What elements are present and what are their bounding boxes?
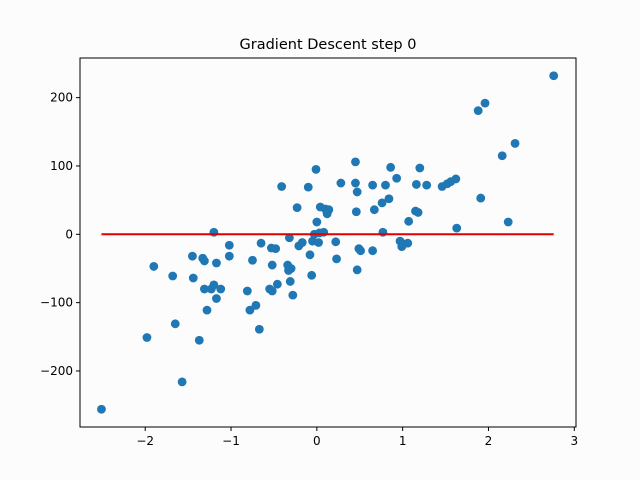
data-point bbox=[170, 319, 180, 329]
data-point bbox=[378, 227, 388, 237]
data-point bbox=[212, 294, 221, 303]
y-tick-label: −100 bbox=[40, 296, 73, 310]
data-point bbox=[271, 244, 281, 254]
data-point bbox=[168, 271, 178, 281]
data-point bbox=[411, 180, 421, 189]
y-tick-label: 0 bbox=[65, 227, 73, 241]
data-point bbox=[386, 162, 396, 172]
data-point bbox=[503, 217, 513, 227]
data-point bbox=[352, 265, 362, 275]
data-point bbox=[254, 324, 264, 334]
data-point bbox=[277, 182, 287, 191]
data-point bbox=[368, 180, 378, 190]
data-point bbox=[311, 164, 321, 174]
x-tick-label: 0 bbox=[313, 434, 321, 448]
data-point bbox=[297, 238, 307, 247]
data-point bbox=[305, 250, 315, 260]
data-point bbox=[452, 223, 462, 233]
data-point bbox=[251, 300, 261, 310]
data-point bbox=[188, 273, 198, 283]
data-point bbox=[368, 246, 378, 256]
data-point bbox=[352, 187, 362, 197]
data-point bbox=[142, 333, 152, 342]
data-point bbox=[497, 151, 507, 161]
data-point bbox=[403, 238, 413, 248]
data-point bbox=[392, 173, 402, 183]
data-point bbox=[267, 260, 277, 270]
data-point bbox=[284, 233, 294, 243]
data-point bbox=[480, 98, 490, 108]
data-point bbox=[200, 284, 209, 294]
x-axis-ticks: −2 −1 0 1 2 3 bbox=[136, 427, 578, 448]
data-point bbox=[288, 290, 298, 300]
data-point bbox=[381, 180, 390, 190]
data-point bbox=[256, 238, 266, 248]
data-point bbox=[351, 178, 360, 188]
data-point bbox=[336, 178, 346, 188]
data-point bbox=[369, 205, 379, 215]
y-tick-label: 200 bbox=[50, 91, 73, 105]
data-point bbox=[307, 270, 317, 280]
data-point bbox=[200, 256, 209, 266]
chart-title: Gradient Descent step 0 bbox=[240, 37, 417, 53]
data-point bbox=[242, 286, 252, 296]
data-point bbox=[209, 227, 219, 237]
data-point bbox=[97, 404, 106, 414]
data-point bbox=[314, 238, 323, 247]
data-point bbox=[413, 208, 423, 217]
data-point bbox=[384, 194, 394, 204]
x-tick-label: 1 bbox=[399, 434, 407, 448]
data-point bbox=[194, 335, 204, 345]
data-point bbox=[549, 71, 559, 81]
data-point bbox=[324, 205, 334, 215]
x-tick-label: −1 bbox=[222, 434, 240, 448]
x-tick-label: 2 bbox=[485, 434, 493, 448]
x-tick-label: −2 bbox=[136, 434, 154, 448]
data-point bbox=[267, 286, 277, 296]
data-point bbox=[351, 157, 360, 167]
data-point bbox=[285, 277, 295, 286]
y-axis-ticks: −200 −100 0 100 200 bbox=[40, 91, 80, 378]
data-point bbox=[286, 264, 296, 273]
data-point bbox=[422, 180, 432, 190]
data-point bbox=[451, 174, 461, 184]
y-tick-label: 100 bbox=[50, 159, 73, 173]
data-point bbox=[216, 284, 226, 294]
data-point bbox=[248, 255, 257, 265]
data-point bbox=[177, 377, 187, 387]
data-point bbox=[332, 254, 341, 264]
data-point bbox=[351, 207, 361, 217]
data-point bbox=[224, 240, 234, 250]
data-point bbox=[377, 198, 387, 208]
data-point bbox=[312, 217, 322, 227]
data-point bbox=[415, 163, 425, 173]
data-point bbox=[212, 258, 221, 268]
data-point bbox=[209, 280, 219, 290]
data-points bbox=[97, 71, 559, 414]
data-point bbox=[510, 139, 520, 148]
data-point bbox=[404, 216, 414, 226]
data-point bbox=[202, 305, 212, 315]
y-tick-label: −200 bbox=[40, 364, 73, 378]
data-point bbox=[149, 262, 159, 271]
data-point bbox=[188, 251, 197, 261]
data-point bbox=[331, 237, 341, 247]
x-tick-label: 3 bbox=[570, 434, 578, 448]
data-point bbox=[245, 305, 255, 315]
data-point bbox=[356, 246, 366, 256]
data-point bbox=[473, 106, 483, 116]
axes-frame bbox=[79, 57, 577, 428]
data-point bbox=[224, 251, 234, 261]
data-point bbox=[476, 193, 486, 203]
data-point bbox=[292, 203, 302, 213]
data-point bbox=[272, 279, 282, 289]
data-point bbox=[319, 227, 329, 237]
data-point bbox=[303, 182, 313, 192]
